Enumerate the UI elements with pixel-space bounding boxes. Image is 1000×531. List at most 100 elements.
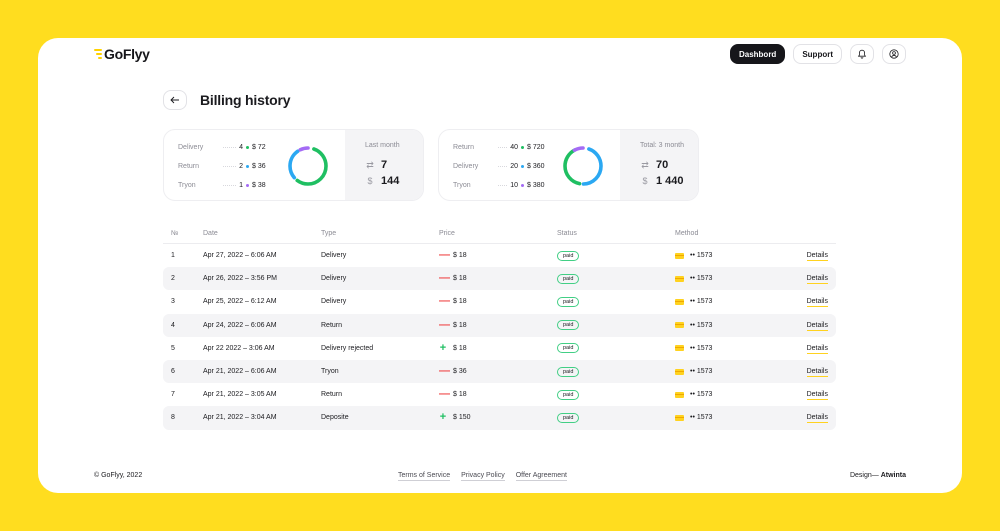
details-link[interactable]: Details xyxy=(806,252,828,262)
row-number: 3 xyxy=(171,298,175,306)
privacy-link[interactable]: Privacy Policy xyxy=(461,472,505,481)
transfer-icon: ⇄ xyxy=(366,159,374,170)
terms-link[interactable]: Terms of Service xyxy=(398,472,451,481)
legend-dot xyxy=(246,146,249,149)
credit-card-icon xyxy=(675,345,684,352)
minus-icon: — xyxy=(439,365,450,378)
support-button[interactable]: Support xyxy=(793,44,842,64)
col-header-status: Status xyxy=(557,230,577,237)
row-method: •• 1573 xyxy=(690,391,713,399)
details-link[interactable]: Details xyxy=(806,414,828,424)
status-badge: paid xyxy=(557,343,580,354)
summary-row-label: Delivery xyxy=(453,163,479,170)
summary-row-label: Return xyxy=(453,144,475,151)
table-row: 1 Apr 27, 2022 – 6:06 AM Delivery — $ 18 … xyxy=(163,244,836,267)
legend-dot xyxy=(246,184,249,187)
credit-prefix: Design— xyxy=(849,472,879,479)
details-link[interactable]: Details xyxy=(806,391,828,401)
arrow-left-icon xyxy=(170,96,179,104)
summary-caption: Total: 3 month xyxy=(640,142,684,149)
total-amount: 1 440 xyxy=(656,175,684,187)
col-header-date: Date xyxy=(203,230,218,237)
summary-row-label: Tryon xyxy=(453,182,471,189)
back-button[interactable] xyxy=(163,90,187,110)
credit-card-icon xyxy=(675,275,684,282)
status-badge: paid xyxy=(557,320,580,331)
status-badge: paid xyxy=(557,366,580,377)
details-link[interactable]: Details xyxy=(806,344,828,354)
credit-card-icon xyxy=(675,298,684,305)
logo[interactable]: GoFlyy xyxy=(94,45,150,63)
row-method: •• 1573 xyxy=(690,414,713,422)
app-window: GoFlyy Dashbord Support Billing history xyxy=(38,38,962,493)
logo-speed-lines-icon xyxy=(94,49,102,59)
summary-row-count: 20 xyxy=(510,163,518,170)
offer-agreement-link[interactable]: Offer Agreement xyxy=(515,472,567,481)
table-header: № Date Type Price Status Method xyxy=(163,224,836,244)
summary-totals: Last month ⇄ 7 $ 144 xyxy=(345,130,423,200)
status-badge: paid xyxy=(557,412,580,423)
summary-breakdown: Return 40 $ 720 Delivery 20 $ 360 Tryon … xyxy=(453,138,555,195)
details-link[interactable]: Details xyxy=(806,321,828,331)
col-header-type: Type xyxy=(321,230,337,237)
col-header-method: Method xyxy=(675,230,699,237)
summary-totals: Total: 3 month ⇄ 70 $ 1 440 xyxy=(620,130,698,200)
summary-row-label: Return xyxy=(178,163,200,170)
minus-icon: — xyxy=(439,295,450,308)
dashboard-button[interactable]: Dashbord xyxy=(729,44,786,64)
status-badge: paid xyxy=(557,296,580,307)
table-row: 3 Apr 25, 2022 – 6:12 AM Delivery — $ 18 … xyxy=(163,290,836,313)
table-row: 6 Apr 21, 2022 – 6:06 AM Tryon — $ 36 pai… xyxy=(163,359,836,384)
summary-row-amount: $ 380 xyxy=(527,182,545,189)
row-method: •• 1573 xyxy=(690,321,713,329)
summary-row-amount: $ 72 xyxy=(252,144,266,151)
summary-row: Delivery 4 $ 72 xyxy=(178,138,280,157)
credit-card-icon xyxy=(675,391,684,398)
top-nav: Dashbord Support xyxy=(729,44,906,64)
legend-dot xyxy=(521,146,524,149)
footer: © GoFlyy, 2022 Terms of Service Privacy … xyxy=(94,472,906,484)
summary-row: Return 40 $ 720 xyxy=(453,138,555,157)
credit-card-icon xyxy=(675,252,684,259)
summary-row-count: 10 xyxy=(510,182,518,189)
minus-icon: — xyxy=(439,272,450,285)
row-number: 2 xyxy=(171,275,175,283)
row-price: $ 150 xyxy=(453,414,471,422)
row-price: $ 18 xyxy=(453,344,467,352)
summary-row-count: 4 xyxy=(239,144,243,151)
row-date: Apr 22 2022 – 3:06 AM xyxy=(203,344,275,352)
design-credit[interactable]: Design— Atwinta xyxy=(850,472,906,479)
legend-dot xyxy=(521,184,524,187)
row-number: 7 xyxy=(171,391,175,399)
row-method: •• 1573 xyxy=(690,275,713,283)
col-header-price: Price xyxy=(439,230,455,237)
row-type: Return xyxy=(321,391,343,399)
credit-name: Atwinta xyxy=(880,472,906,479)
row-price: $ 18 xyxy=(453,391,467,399)
profile-button[interactable] xyxy=(882,44,906,64)
row-number: 8 xyxy=(171,414,175,422)
footer-links: Terms of Service Privacy Policy Offer Ag… xyxy=(398,472,567,481)
row-date: Apr 25, 2022 – 6:12 AM xyxy=(203,298,277,306)
table-row: 8 Apr 21, 2022 – 3:04 AM Deposite + $ 150… xyxy=(163,406,836,430)
logo-text: GoFlyy xyxy=(104,46,150,62)
summary-row: Tryon 10 $ 380 xyxy=(453,176,555,195)
status-badge: paid xyxy=(557,250,580,261)
details-link[interactable]: Details xyxy=(806,275,828,285)
details-link[interactable]: Details xyxy=(806,298,828,308)
summary-row-amount: $ 38 xyxy=(252,182,266,189)
total-count: 7 xyxy=(381,159,388,171)
summary-card-last-month: Delivery 4 $ 72 Return 2 $ 36 Tryon 1 $ … xyxy=(163,129,424,201)
row-date: Apr 21, 2022 – 6:06 AM xyxy=(203,368,277,376)
billing-table: № Date Type Price Status Method 1 Apr 27… xyxy=(163,224,836,430)
credit-card-icon xyxy=(675,414,684,421)
notifications-button[interactable] xyxy=(850,44,874,64)
total-amount: 144 xyxy=(381,175,400,187)
minus-icon: — xyxy=(439,249,450,262)
summary-breakdown: Delivery 4 $ 72 Return 2 $ 36 Tryon 1 $ … xyxy=(178,138,280,195)
summary-row-label: Tryon xyxy=(178,182,196,189)
table-row: 2 Apr 26, 2022 – 3:56 PM Delivery — $ 18 … xyxy=(163,267,836,291)
details-link[interactable]: Details xyxy=(806,368,828,378)
table-row: 4 Apr 24, 2022 – 6:06 AM Return — $ 18 pa… xyxy=(163,313,836,337)
row-price: $ 18 xyxy=(453,275,467,283)
